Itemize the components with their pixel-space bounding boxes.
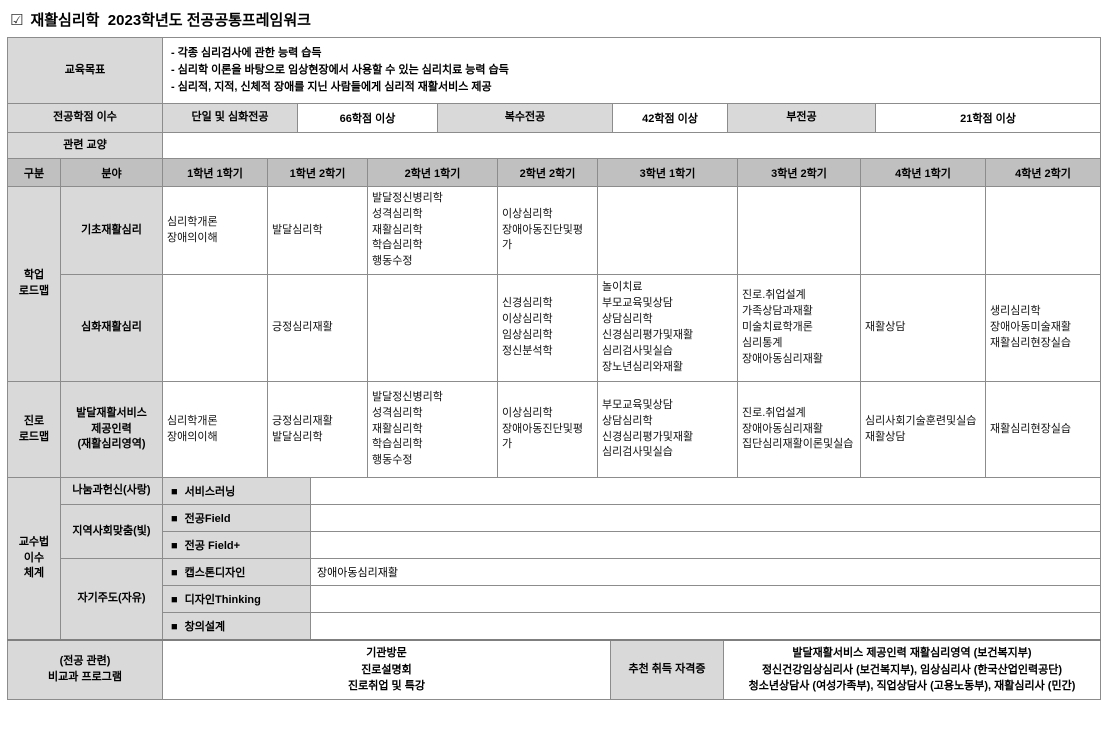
field-basic-rehab-psych: 기초재활심리 [60, 186, 163, 275]
course-cell: 생리심리학 장애아동미술재활 재활심리현장실습 [985, 274, 1101, 382]
column-header-y4s2: 4학년 2학기 [985, 158, 1101, 187]
column-header-y2s1: 2학년 1학기 [367, 158, 498, 187]
course-cell: 재활상담 [860, 274, 986, 382]
method-content [310, 477, 1101, 505]
course-cell: 재활심리현장실습 [985, 381, 1101, 478]
method-service-learning: ■ 서비스러닝 [162, 477, 311, 505]
course-cell [860, 186, 986, 275]
top-block-table: 교육목표 - 각종 심리검사에 관한 능력 습득 - 심리학 이론을 바탕으로 … [7, 37, 1102, 159]
method-content [310, 504, 1101, 532]
credit-type-minor: 부전공 [727, 103, 876, 133]
column-header-y3s2: 3학년 2학기 [737, 158, 861, 187]
course-cell [367, 274, 498, 382]
column-header-gubun: 구분 [7, 158, 61, 187]
course-cell: 심리사회기술훈련및실습 재활상담 [860, 381, 986, 478]
method-creative-design: ■ 창의설계 [162, 612, 311, 640]
liberal-arts-value [161, 132, 1102, 159]
method-design-thinking: ■ 디자인Thinking [162, 585, 311, 613]
black-square-icon: ■ [171, 594, 178, 606]
method-content [310, 585, 1101, 613]
course-cell: 이상심리학 장애아동진단및평가 [497, 186, 598, 275]
course-cell: 심리학개론 장애의이해 [162, 186, 268, 275]
group-pedagogy-system: 교수법 이수 체계 [7, 477, 61, 640]
page-title-text: 재활심리학 2023학년도 전공공통프레임워크 [30, 12, 311, 29]
recommended-certs-list: 발달재활서비스 제공인력 재활심리영역 (보건복지부) 정신건강임상심리사 (보… [723, 639, 1101, 700]
group-career-roadmap: 진로 로드맵 [7, 381, 61, 478]
credit-type-double: 복수전공 [437, 103, 613, 133]
black-square-icon: ■ [171, 540, 178, 552]
column-header-y2s2: 2학년 2학기 [497, 158, 598, 187]
black-square-icon: ■ [171, 486, 178, 498]
course-cell [162, 274, 268, 382]
method-content [310, 531, 1101, 559]
course-cell [597, 186, 738, 275]
method-major-field-plus: ■ 전공 Field+ [162, 531, 311, 559]
page-title: ☑ 재활심리학 2023학년도 전공공통프레임워크 [10, 9, 1105, 30]
checkbox-icon: ☑ [10, 11, 24, 29]
extracurricular-table: (전공 관련) 비교과 프로그램 기관방문 진로설명회 진로취업 및 특강 추천… [7, 639, 1101, 700]
column-header-y3s1: 3학년 1학기 [597, 158, 738, 187]
course-cell: 발달정신병리학 성격심리학 재활심리학 학습심리학 행동수정 [367, 186, 498, 275]
course-cell: 긍정심리재활 [267, 274, 368, 382]
course-cell: 놀이치료 부모교육및상담 상담심리학 신경심리평가및재활 심리검사및실습 장노년… [597, 274, 738, 382]
course-cell: 진로.취업설계 장애아동심리재활 집단심리재활이론및실습 [737, 381, 861, 478]
roadmap-table: 구분 분야 1학년 1학기 1학년 2학기 2학년 1학기 2학년 2학기 3학… [7, 158, 1101, 478]
method-major-field: ■ 전공Field [162, 504, 311, 532]
column-header-y4s1: 4학년 1학기 [860, 158, 986, 187]
black-square-icon: ■ [171, 567, 178, 579]
course-cell: 진로.취업설계 가족상담과재활 미술치료학개론 심리통계 장애아동심리재활 [737, 274, 861, 382]
method-content-capstone: 장애아동심리재활 [310, 558, 1101, 586]
column-header-field: 분야 [60, 158, 163, 187]
field-community-custom: 지역사회맞춤(빛) [60, 504, 163, 559]
course-cell: 발달심리학 [267, 186, 368, 275]
field-dev-rehab-service: 발달재활서비스 제공인력 (재활심리영역) [60, 381, 163, 478]
field-sharing-devotion: 나눔과헌신(사랑) [60, 477, 163, 505]
education-goals-text: - 각종 심리검사에 관한 능력 습득 - 심리학 이론을 바탕으로 임상현장에… [161, 37, 1102, 104]
extracurricular-programs: 기관방문 진로설명회 진로취업 및 특강 [162, 639, 611, 700]
black-square-icon: ■ [171, 621, 178, 633]
credit-value-double: 42학점 이상 [612, 103, 728, 133]
method-content [310, 612, 1101, 640]
credit-value-single: 66학점 이상 [297, 103, 438, 133]
credit-value-minor: 21학점 이상 [874, 103, 1102, 133]
course-cell [985, 186, 1101, 275]
liberal-arts-label: 관련 교양 [7, 132, 163, 159]
group-academic-roadmap: 학업 로드맵 [7, 186, 61, 382]
education-goals-label: 교육목표 [7, 37, 163, 104]
black-square-icon: ■ [171, 513, 178, 525]
pedagogy-table: 교수법 이수 체계 나눔과헌신(사랑) ■ 서비스러닝 지역사회맞춤(빛) ■ 전공… [7, 477, 1101, 640]
column-header-y1s1: 1학년 1학기 [162, 158, 268, 187]
course-cell: 심리학개론 장애의이해 [162, 381, 268, 478]
field-self-directed: 자기주도(자유) [60, 558, 163, 640]
field-advanced-rehab-psych: 심화재활심리 [60, 274, 163, 382]
course-cell: 긍정심리재활 발달심리학 [267, 381, 368, 478]
major-credits-label: 전공학점 이수 [7, 103, 163, 133]
course-cell [737, 186, 861, 275]
course-cell: 신경심리학 이상심리학 임상심리학 정신분석학 [497, 274, 598, 382]
course-cell: 발달정신병리학 성격심리학 재활심리학 학습심리학 행동수정 [367, 381, 498, 478]
recommended-certs-label: 추천 취득 자격증 [610, 639, 724, 700]
course-cell: 부모교육및상담 상담심리학 신경심리평가및재활 심리검사및실습 [597, 381, 738, 478]
credit-type-single: 단일 및 심화전공 [162, 103, 298, 133]
method-capstone-design: ■ 캡스톤디자인 [162, 558, 311, 586]
extracurricular-label: (전공 관련) 비교과 프로그램 [7, 639, 163, 700]
column-header-y1s2: 1학년 2학기 [267, 158, 368, 187]
course-cell: 이상심리학 장애아동진단및평가 [497, 381, 598, 478]
